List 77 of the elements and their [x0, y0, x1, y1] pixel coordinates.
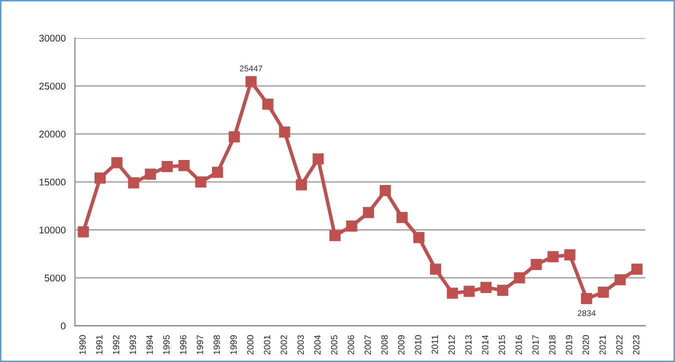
x-tick-label: 2019	[566, 335, 572, 354]
point	[514, 272, 526, 284]
x-tick-label: 1999	[230, 335, 237, 354]
point	[111, 157, 122, 168]
x-tick-label: 2011	[432, 335, 438, 354]
y-tick-label: 0	[60, 322, 66, 330]
x-tick-label: 2012	[448, 335, 455, 354]
x-tick-label: 1994	[146, 335, 153, 354]
x-tick-label: 2014	[482, 335, 488, 354]
x-tick-label: 1995	[163, 335, 170, 354]
x-tick-label: 2007	[364, 335, 371, 354]
point	[581, 293, 592, 304]
x-tick-label: 2015	[498, 335, 506, 354]
point	[497, 284, 508, 296]
x-tick-label: 1991	[96, 335, 103, 354]
point	[162, 161, 173, 172]
y-tick-label: 10000	[40, 226, 66, 234]
x-tick-label: 1993	[130, 335, 136, 354]
x-tick-label: 2009	[398, 335, 404, 354]
y-tick-label: 20000	[39, 130, 66, 138]
point	[78, 226, 89, 238]
point	[631, 264, 642, 275]
point	[178, 160, 190, 172]
point	[362, 207, 374, 218]
point	[246, 76, 257, 88]
point	[480, 282, 492, 293]
x-tick-label: 2018	[549, 335, 556, 354]
point	[396, 212, 408, 223]
y-tick-label: 25000	[39, 82, 66, 90]
x-tick-label: 2021	[599, 335, 606, 354]
point	[279, 126, 290, 138]
point	[413, 232, 424, 244]
x-tick-label: 2000	[247, 335, 254, 354]
x-tick-label: 2008	[381, 335, 388, 354]
point	[212, 166, 224, 178]
point	[144, 168, 156, 180]
x-tick-label: 2001	[264, 335, 270, 354]
x-tick-label: 2005	[330, 335, 338, 354]
y-tick-label: 15000	[40, 178, 66, 186]
x-tick-label: 2003	[297, 335, 304, 354]
point	[547, 251, 559, 262]
point	[128, 177, 140, 188]
point	[598, 286, 609, 298]
x-tick-label: 1996	[180, 335, 186, 354]
x-tick-label: 1990	[79, 335, 86, 354]
point	[228, 131, 240, 142]
x-tick-label: 2006	[348, 335, 354, 354]
x-tick-label: 1992	[112, 335, 120, 354]
x-tick-label: 2010	[414, 335, 422, 354]
point	[614, 274, 626, 286]
point	[564, 249, 576, 260]
x-tick-label: 2002	[280, 335, 288, 354]
x-tick-label: 2017	[532, 335, 539, 354]
x-tick-label: 2016	[516, 335, 522, 354]
data-label: 2834	[578, 310, 596, 316]
y-tick-label: 30000	[39, 34, 66, 42]
point	[312, 153, 324, 164]
x-tick-label: 2022	[616, 335, 623, 354]
point	[296, 179, 307, 190]
x-tick-label: 1998	[214, 335, 220, 354]
point	[329, 230, 341, 242]
x-tick-label: 1997	[196, 335, 204, 354]
point	[195, 176, 206, 188]
point	[346, 220, 358, 232]
point	[430, 264, 442, 275]
x-tick-label: 2004	[314, 335, 321, 354]
point	[262, 98, 274, 110]
point	[94, 172, 106, 184]
y-tick-label: 5000	[44, 274, 66, 282]
point	[530, 258, 542, 270]
x-tick-label: 2020	[582, 335, 590, 354]
x-tick-label: 2023	[632, 335, 640, 354]
point	[464, 286, 475, 297]
point	[446, 288, 458, 299]
data-label: 25447	[240, 66, 262, 72]
x-tick-label: 2013	[465, 335, 472, 354]
point	[380, 184, 391, 196]
